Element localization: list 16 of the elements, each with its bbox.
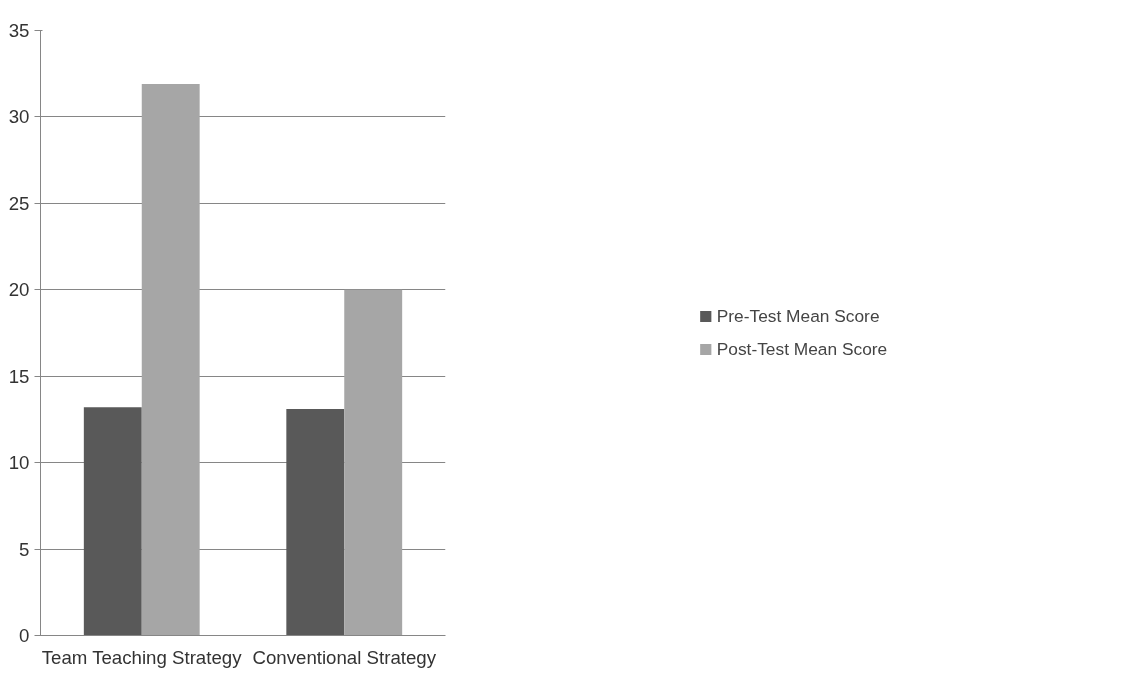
y-tick-label: 30 bbox=[8, 106, 30, 128]
x-tick-label: Team Teaching Strategy bbox=[41, 646, 243, 668]
bar bbox=[344, 289, 403, 636]
bar bbox=[83, 407, 142, 636]
y-tick-label: 25 bbox=[8, 192, 30, 214]
legend-label: Pre-Test Mean Score bbox=[716, 305, 880, 327]
bar bbox=[286, 409, 345, 636]
y-tick-label: 20 bbox=[8, 279, 30, 301]
bar bbox=[141, 84, 200, 636]
y-tick-label: 35 bbox=[8, 20, 30, 41]
y-tick-label: 10 bbox=[8, 452, 30, 474]
x-tick-label: Conventional Strategy bbox=[252, 646, 437, 668]
y-tick-label: 0 bbox=[19, 625, 30, 646]
y-tick-label: 5 bbox=[19, 538, 30, 560]
y-tick-label: 15 bbox=[8, 365, 30, 387]
legend-label: Post-Test Mean Score bbox=[716, 338, 888, 360]
